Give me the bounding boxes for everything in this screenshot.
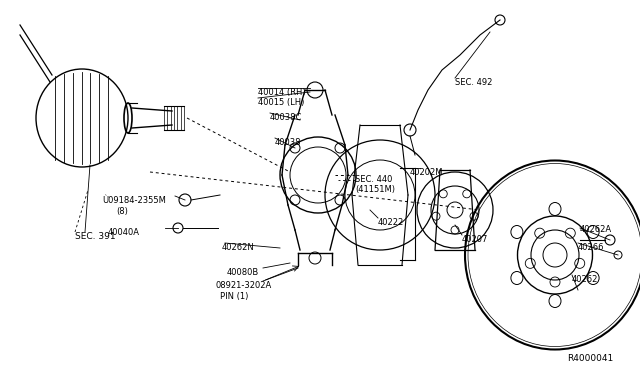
Text: 40262A: 40262A: [580, 225, 612, 234]
Text: Ù09184-2355M: Ù09184-2355M: [102, 196, 166, 205]
Text: 40207: 40207: [462, 235, 488, 244]
Text: 40080B: 40080B: [227, 268, 259, 277]
Text: 40038C: 40038C: [270, 113, 302, 122]
Text: 40202M: 40202M: [410, 168, 444, 177]
Text: 40038: 40038: [275, 138, 301, 147]
Text: 40262: 40262: [572, 275, 598, 284]
Text: SEC. 391: SEC. 391: [75, 232, 116, 241]
Text: (41151M): (41151M): [355, 185, 395, 194]
Text: 40040A: 40040A: [108, 228, 140, 237]
Text: (8): (8): [116, 207, 128, 216]
Text: 40222: 40222: [378, 218, 404, 227]
Text: 08921-3202A: 08921-3202A: [215, 281, 271, 290]
Text: R4000041: R4000041: [567, 354, 613, 363]
Text: SEC. 492: SEC. 492: [455, 78, 492, 87]
Text: PIN (1): PIN (1): [220, 292, 248, 301]
Text: 40266: 40266: [578, 243, 605, 252]
Text: 40014 (RH): 40014 (RH): [258, 88, 306, 97]
Text: 40015 (LH): 40015 (LH): [258, 98, 305, 107]
Text: 40262N: 40262N: [222, 243, 255, 252]
Text: SEC. 440: SEC. 440: [355, 175, 392, 184]
